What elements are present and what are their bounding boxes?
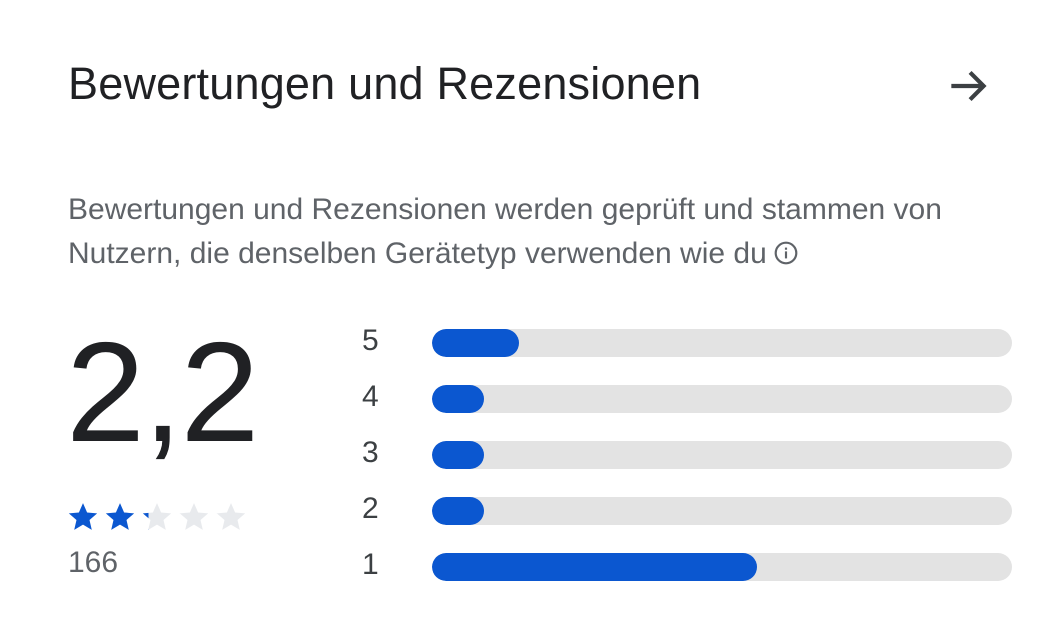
- star-rating: [66, 500, 248, 534]
- rating-bar-fill: [432, 441, 485, 469]
- star-empty-icon: [179, 503, 209, 530]
- rating-row-5: 5: [362, 320, 1014, 376]
- average-rating: 2,2: [66, 313, 259, 472]
- rating-bar-fill: [432, 329, 519, 357]
- rating-bar-track: [432, 441, 1012, 469]
- open-ratings-button[interactable]: [938, 56, 998, 116]
- rating-row-3: 3: [362, 432, 1014, 488]
- ratings-header[interactable]: Bewertungen und Rezensionen: [68, 52, 998, 122]
- review-count: 166: [68, 546, 119, 579]
- rating-row-label: 5: [362, 324, 379, 357]
- rating-row-2: 2: [362, 488, 1014, 544]
- rating-row-label: 2: [362, 492, 379, 525]
- info-icon[interactable]: [773, 235, 799, 279]
- rating-bar-track: [432, 497, 1012, 525]
- star-full-icon: [68, 503, 98, 530]
- rating-bar-fill: [432, 385, 485, 413]
- star-half-icon: [142, 503, 172, 530]
- rating-row-label: 3: [362, 436, 379, 469]
- star-full-icon: [105, 503, 135, 530]
- section-title: Bewertungen und Rezensionen: [68, 58, 702, 109]
- rating-bar-track: [432, 385, 1012, 413]
- rating-bar-track: [432, 553, 1012, 581]
- ratings-description: Bewertungen und Rezensionen werden geprü…: [68, 188, 1028, 279]
- rating-bar-fill: [432, 497, 485, 525]
- rating-row-4: 4: [362, 376, 1014, 432]
- rating-row-1: 1: [362, 544, 1014, 600]
- rating-bar-track: [432, 329, 1012, 357]
- arrow-right-icon: [951, 70, 987, 102]
- description-text: Bewertungen und Rezensionen werden geprü…: [68, 193, 942, 270]
- rating-row-label: 1: [362, 548, 379, 581]
- star-empty-icon: [216, 503, 246, 530]
- rating-distribution: 5 4 3 2 1: [362, 320, 1014, 600]
- rating-row-label: 4: [362, 380, 379, 413]
- rating-bar-fill: [432, 553, 757, 581]
